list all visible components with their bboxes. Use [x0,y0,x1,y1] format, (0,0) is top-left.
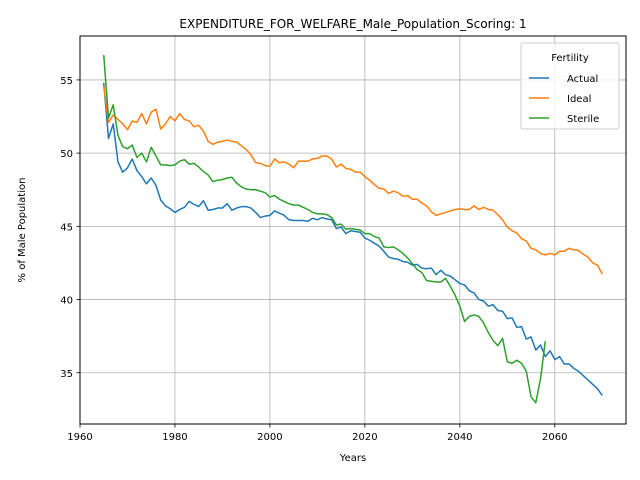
x-tick-label: 2020 [352,432,377,443]
series-line-actual [102,82,603,396]
legend: Fertility Actual Ideal Sterile [520,42,620,130]
x-tick-label: 1980 [162,432,187,443]
y-tick-label: 50 [60,149,73,160]
x-tick-label: 2060 [542,432,567,443]
y-tick-label: 35 [60,369,73,380]
x-axis-label: Years [339,453,366,464]
legend-box [520,42,620,130]
y-axis-label: % of Male Population [17,178,28,283]
x-tick-label: 1960 [67,432,92,443]
series-line-sterile [102,54,547,404]
legend-title: Fertility [551,53,589,64]
chart-title: EXPENDITURE_FOR_WELFARE_Male_Population_… [179,17,526,31]
legend-label: Actual [567,74,598,85]
plot-area-frame [79,35,627,425]
series-lines [102,54,603,404]
series-line-ideal [102,85,603,275]
x-tick-label: 2040 [447,432,472,443]
legend-label: Sterile [567,114,599,125]
x-tick-label: 2000 [257,432,282,443]
legend-entries: Actual Ideal Sterile [529,74,599,125]
axis-ticks: 1960 1980 2000 2020 2040 2060 35 40 45 50 55 [60,76,567,443]
legend-label: Ideal [567,94,591,105]
y-tick-label: 40 [60,296,73,307]
y-tick-label: 45 [60,222,73,233]
y-tick-label: 55 [60,76,73,87]
